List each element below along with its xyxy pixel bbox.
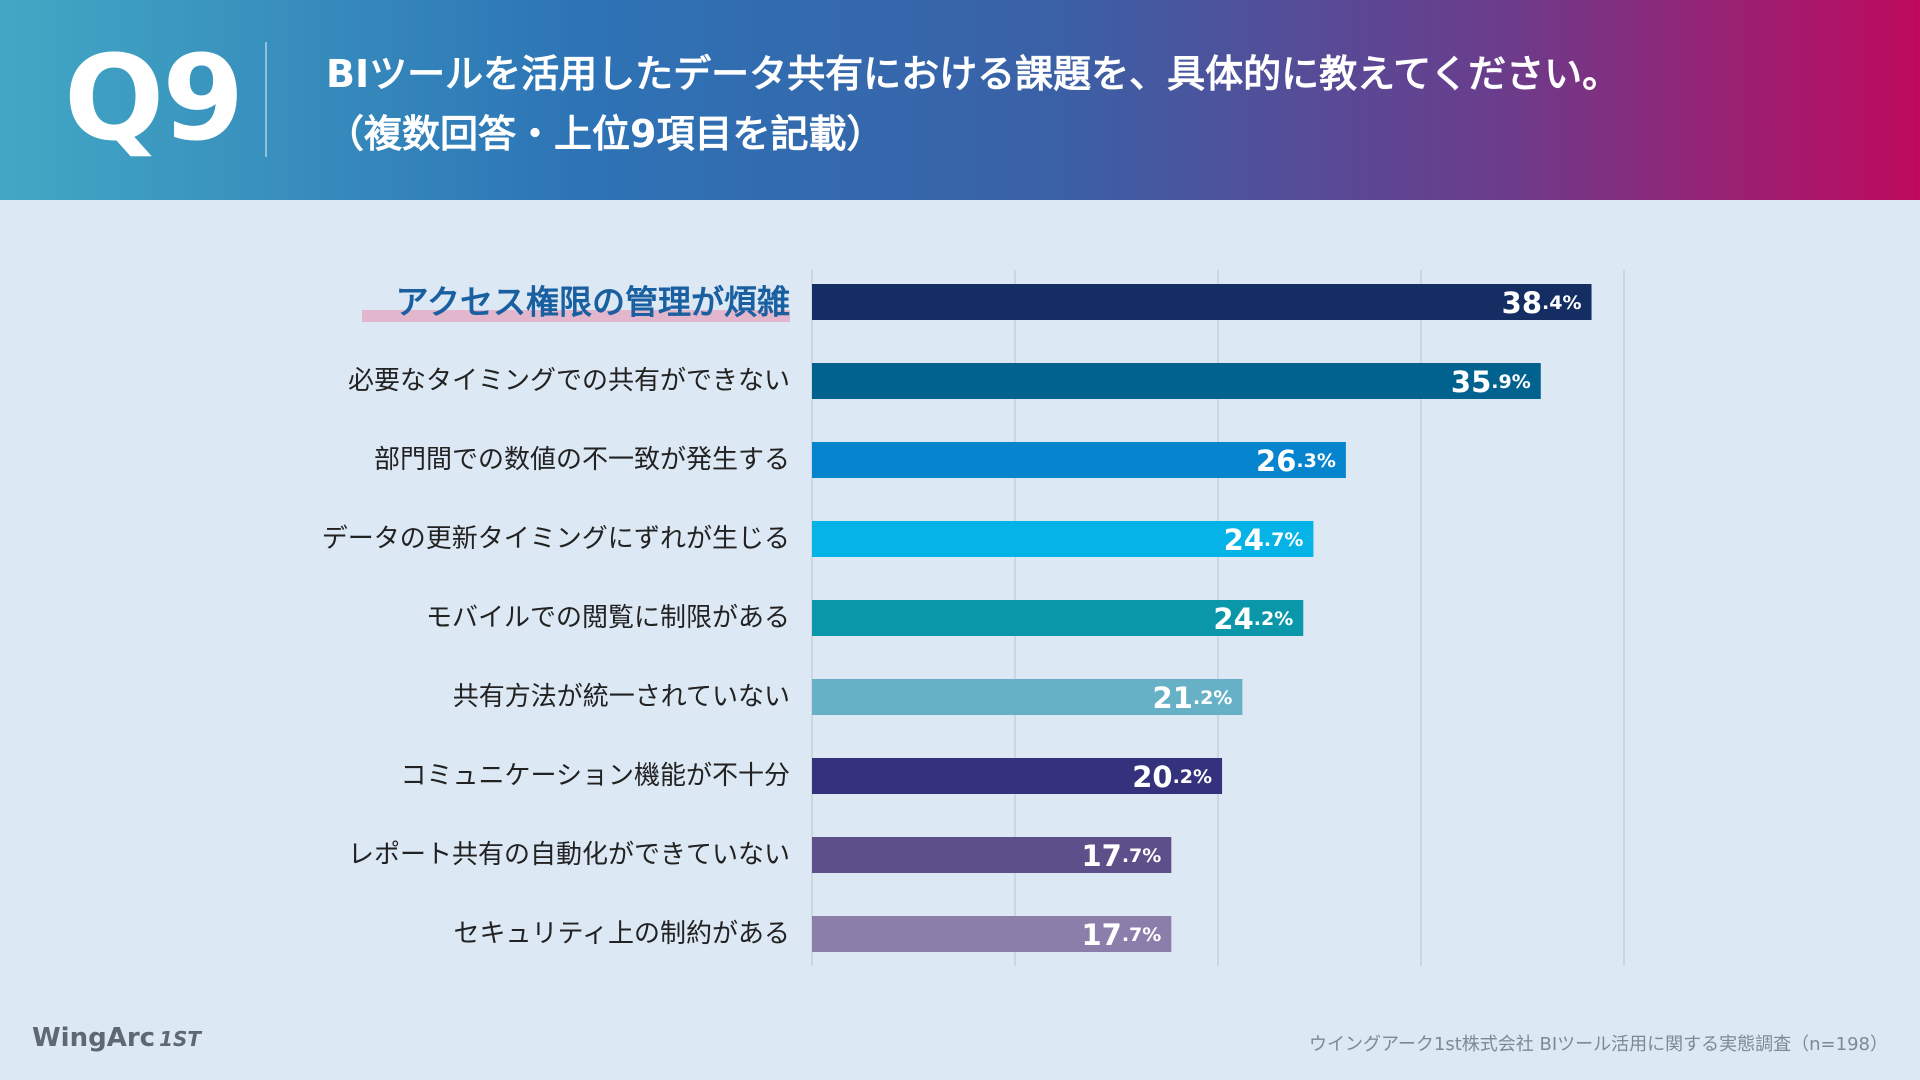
category-label: セキュリティ上の制約がある — [454, 919, 790, 949]
value-label-decimal: .2% — [1254, 608, 1293, 630]
highlight-underline — [362, 310, 790, 322]
value-label: 26.3% — [1256, 444, 1336, 478]
title-line-2: （複数回答・上位9項目を記載） — [326, 112, 885, 156]
value-label: 17.7% — [1081, 918, 1161, 952]
bar — [812, 916, 1172, 952]
bar — [812, 758, 1223, 794]
header-divider — [265, 42, 267, 157]
category-label: レポート共有の自動化ができていない — [348, 840, 790, 870]
value-label: 35.9% — [1451, 365, 1531, 399]
bar — [812, 442, 1346, 478]
bar — [812, 837, 1172, 873]
question-title: BIツールを活用したデータ共有における課題を、具体的に教えてください。 （複数回… — [326, 44, 1886, 164]
category-label: 共有方法が統一されていない — [453, 682, 790, 712]
value-label-integer: 17 — [1081, 918, 1121, 952]
value-label-integer: 20 — [1132, 760, 1172, 794]
title-line-1: BIツールを活用したデータ共有における課題を、具体的に教えてください。 — [326, 52, 1621, 96]
bar — [812, 600, 1304, 636]
value-label-decimal: .7% — [1264, 529, 1303, 551]
category-label: モバイルでの閲覧に制限がある — [426, 603, 790, 633]
bar — [812, 679, 1243, 715]
value-label-integer: 21 — [1153, 681, 1193, 715]
category-label: コミュニケーション機能が不十分 — [401, 761, 790, 791]
value-label-decimal: .2% — [1193, 687, 1232, 709]
bar — [812, 363, 1541, 399]
bar — [812, 521, 1314, 557]
value-label: 24.2% — [1213, 602, 1293, 636]
value-label-integer: 35 — [1451, 365, 1491, 399]
logo-text: WingArc — [32, 1023, 156, 1053]
value-label: 24.7% — [1224, 523, 1304, 557]
category-label: 部門間での数値の不一致が発生する — [374, 445, 790, 475]
value-label-decimal: .4% — [1542, 292, 1581, 314]
value-label-decimal: .7% — [1122, 924, 1161, 946]
value-label: 38.4% — [1502, 286, 1582, 320]
company-logo: WingArc 1ST — [32, 1018, 201, 1058]
value-label-integer: 38 — [1502, 286, 1542, 320]
value-label-integer: 26 — [1256, 444, 1296, 478]
value-label-integer: 17 — [1081, 839, 1121, 873]
header-banner: Q9 BIツールを活用したデータ共有における課題を、具体的に教えてください。 （… — [0, 0, 1920, 200]
value-label-decimal: .3% — [1296, 450, 1335, 472]
value-label: 21.2% — [1153, 681, 1233, 715]
category-label: アクセス権限の管理が煩雑 — [396, 283, 790, 322]
logo-suffix: 1ST — [159, 1027, 202, 1051]
value-label-decimal: .2% — [1173, 766, 1212, 788]
category-label: データの更新タイミングにずれが生じる — [322, 524, 790, 554]
value-label-decimal: .9% — [1491, 371, 1530, 393]
value-label: 20.2% — [1132, 760, 1212, 794]
value-label-integer: 24 — [1224, 523, 1264, 557]
bar — [812, 284, 1592, 320]
value-label-integer: 24 — [1213, 602, 1253, 636]
source-footnote: ウイングアーク1st株式会社 BIツール活用に関する実態調査（n=198） — [1308, 1034, 1888, 1055]
value-label: 17.7% — [1081, 839, 1161, 873]
category-label: 必要なタイミングでの共有ができない — [348, 366, 790, 396]
value-label-decimal: .7% — [1122, 845, 1161, 867]
